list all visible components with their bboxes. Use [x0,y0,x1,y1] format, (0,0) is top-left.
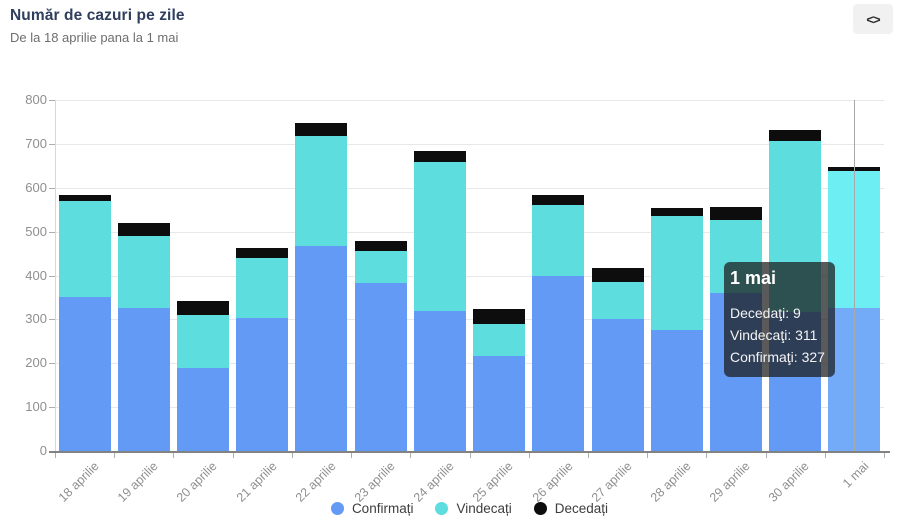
bar-segment-decedati-25-aprilie[interactable] [473,308,526,324]
gridline-800 [55,100,884,101]
x-axis-tick [647,453,649,458]
bar-segment-confirmati-19-aprilie[interactable] [117,307,170,451]
bar-segment-vindecati-21-aprilie[interactable] [236,257,289,319]
legend-item-vindecati[interactable]: Vindecați [435,500,512,516]
bar-segment-vindecati-19-aprilie[interactable] [117,236,170,308]
bar-segment-vindecati-22-aprilie[interactable] [295,135,348,247]
x-axis-tick [884,453,885,458]
y-axis-tick [49,143,55,145]
x-axis-tick [173,453,175,458]
bar-segment-vindecati-23-aprilie[interactable] [354,251,407,283]
bar-segment-vindecati-20-aprilie[interactable] [177,314,230,368]
gridline-500 [55,231,884,233]
page-subtitle: De la 18 aprilie pana la 1 mai [10,30,179,45]
legend-swatch-vindecati [435,501,449,515]
x-axis-label-1-mai: 1 mai [839,459,872,491]
bar-segment-confirmati-28-aprilie[interactable] [650,329,703,451]
legend-item-decedati[interactable]: Decedați [533,500,609,516]
x-axis-tick [410,453,412,458]
y-axis-label-100: 100 [25,399,47,415]
bar-segment-decedati-23-aprilie[interactable] [354,241,407,252]
x-axis-tick [469,453,471,458]
x-axis-tick [232,453,234,458]
bar-segment-confirmati-21-aprilie[interactable] [236,318,289,451]
bar-segment-decedati-22-aprilie[interactable] [295,123,348,136]
bar-segment-confirmati-23-aprilie[interactable] [354,282,407,451]
gridline-300 [55,319,884,321]
tooltip-title: 1 mai [730,268,777,288]
chart-legend: Confirmați Vindecați Decedați [55,497,884,519]
legend-swatch-confirmati [330,501,344,515]
tooltip-line-confirmati: Confirmaţi: 327 [730,349,825,365]
bar-segment-confirmati-26-aprilie[interactable] [532,276,585,451]
x-axis-tick [291,453,293,458]
gridline-200 [55,363,884,365]
gridline-400 [55,275,884,277]
bar-segment-confirmati-22-aprilie[interactable] [295,246,348,451]
bar-segment-decedati-26-aprilie[interactable] [532,194,585,205]
bar-segment-decedati-27-aprilie[interactable] [591,268,644,282]
y-axis-label-500: 500 [25,223,47,239]
y-axis-label-600: 600 [25,179,47,195]
x-axis-tick [706,453,708,458]
bar-segment-decedati-18-aprilie[interactable] [58,195,111,202]
y-axis-tick [49,363,55,365]
y-axis-tick [49,231,55,233]
gridline-700 [55,143,884,145]
legend-swatch-decedati [533,501,547,515]
bar-segment-vindecati-28-aprilie[interactable] [650,215,703,330]
y-axis-label-400: 400 [25,267,47,283]
bar-segment-decedati-30-aprilie[interactable] [769,130,822,142]
x-axis-tick [824,453,826,458]
chart-tooltip: 1 mai Decedaţi: 9 Vindecaţi: 311 Confirm… [724,262,835,377]
tooltip-line-decedati: Decedaţi: 9 [730,305,801,321]
bar-segment-decedati-29-aprilie[interactable] [709,207,762,221]
x-axis-tick [587,453,589,458]
x-axis-tick [765,453,767,458]
legend-label-vindecati: Vindecați [456,500,512,516]
x-axis-line [49,451,890,453]
bar-segment-confirmati-20-aprilie[interactable] [177,367,230,451]
y-axis-tick [49,319,55,321]
legend-label-confirmati: Confirmați [351,500,414,516]
bar-segment-confirmati-24-aprilie[interactable] [413,310,466,451]
y-axis-label-300: 300 [25,311,47,327]
y-axis-label-0: 0 [39,443,47,458]
y-axis-label-800: 800 [25,92,47,107]
crosshair-line [854,100,856,451]
bar-segment-decedati-24-aprilie[interactable] [413,151,466,163]
x-axis-tick [528,453,530,458]
y-axis-label-700: 700 [25,135,47,151]
y-axis-tick [49,100,55,101]
bar-segment-decedati-21-aprilie[interactable] [236,248,289,258]
bar-segment-vindecati-24-aprilie[interactable] [413,162,466,311]
tooltip-line-vindecati: Vindecaţi: 311 [730,327,818,343]
bar-segment-confirmati-27-aprilie[interactable] [591,318,644,451]
gridline-100 [55,407,884,409]
x-axis-tick [114,453,116,458]
y-axis-tick [49,187,55,189]
legend-item-confirmati[interactable]: Confirmați [330,500,414,516]
page-title: Număr de cazuri pe zile [10,7,185,24]
bar-segment-decedati-20-aprilie[interactable] [177,300,230,315]
bar-segment-decedati-28-aprilie[interactable] [650,207,703,216]
bar-segment-vindecati-18-aprilie[interactable] [58,201,111,297]
legend-label-decedati: Decedați [554,500,609,516]
bar-segment-vindecati-27-aprilie[interactable] [591,281,644,319]
code-icon: <> [866,11,880,27]
y-axis-label-200: 200 [25,355,47,371]
bar-segment-decedati-19-aprilie[interactable] [117,223,170,237]
bar-segment-confirmati-18-aprilie[interactable] [58,296,111,451]
y-axis-tick [49,407,55,409]
embed-code-button[interactable]: <> [853,4,893,34]
bar-segment-confirmati-25-aprilie[interactable] [473,356,526,451]
y-axis-line [55,100,56,451]
bar-segment-vindecati-26-aprilie[interactable] [532,204,585,277]
x-axis-tick [351,453,353,458]
y-axis-tick [49,275,55,277]
x-axis-tick [55,453,56,458]
bar-segment-vindecati-25-aprilie[interactable] [473,323,526,357]
gridline-600 [55,187,884,189]
